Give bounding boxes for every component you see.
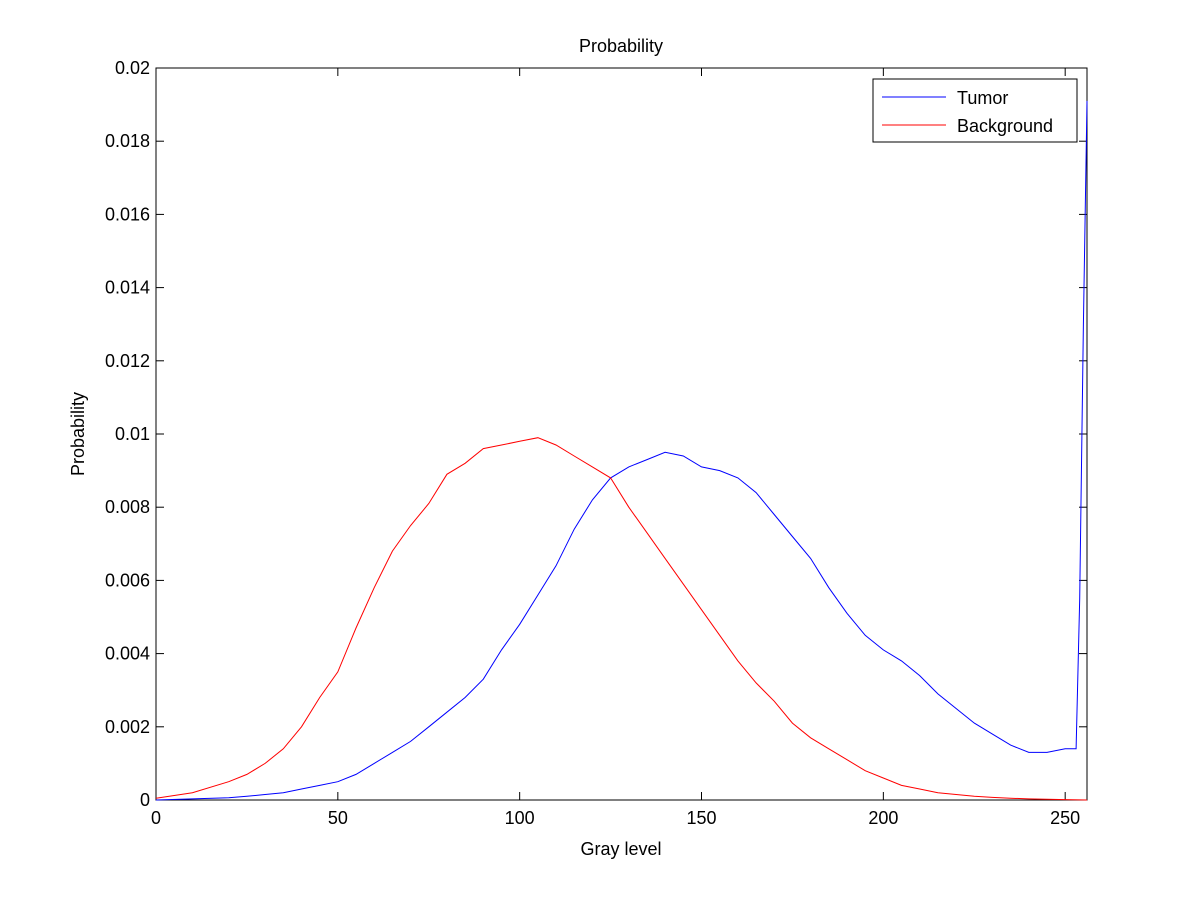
x-tick-label: 50 bbox=[328, 808, 348, 828]
legend-label-background: Background bbox=[957, 116, 1053, 136]
series-lines bbox=[155, 100, 1088, 801]
y-axis-label: Probability bbox=[68, 392, 88, 476]
y-axis: 0 0.002 0.004 0.006 0.008 0.01 0.012 0.014 0.016… bbox=[105, 58, 1087, 810]
y-tick-label: 0.008 bbox=[105, 497, 150, 517]
x-tick-label: 150 bbox=[686, 808, 716, 828]
y-tick-label: 0.006 bbox=[105, 570, 150, 590]
y-tick-label: 0 bbox=[140, 790, 150, 810]
y-tick-label: 0.01 bbox=[115, 424, 150, 444]
y-tick-label: 0.02 bbox=[115, 58, 150, 78]
plot-area bbox=[155, 67, 1088, 801]
chart-title: Probability bbox=[579, 36, 663, 56]
x-tick-label: 0 bbox=[151, 808, 161, 828]
y-tick-label: 0.002 bbox=[105, 717, 150, 737]
x-axis-label: Gray level bbox=[580, 839, 661, 859]
y-tick-label: 0.004 bbox=[105, 644, 150, 664]
legend-label-tumor: Tumor bbox=[957, 88, 1008, 108]
x-axis: 0 50 100 150 200 250 bbox=[151, 68, 1080, 828]
series-line-tumor bbox=[155, 100, 1088, 801]
y-tick-label: 0.016 bbox=[105, 204, 150, 224]
legend: Tumor Background bbox=[872, 78, 1078, 143]
x-tick-label: 100 bbox=[505, 808, 535, 828]
y-tick-label: 0.014 bbox=[105, 278, 150, 298]
legend-box bbox=[872, 78, 1078, 143]
y-tick-label: 0.018 bbox=[105, 131, 150, 151]
y-tick-label: 0.012 bbox=[105, 351, 150, 371]
x-tick-label: 200 bbox=[868, 808, 898, 828]
x-tick-label: 250 bbox=[1050, 808, 1080, 828]
series-line-background bbox=[155, 437, 1088, 801]
